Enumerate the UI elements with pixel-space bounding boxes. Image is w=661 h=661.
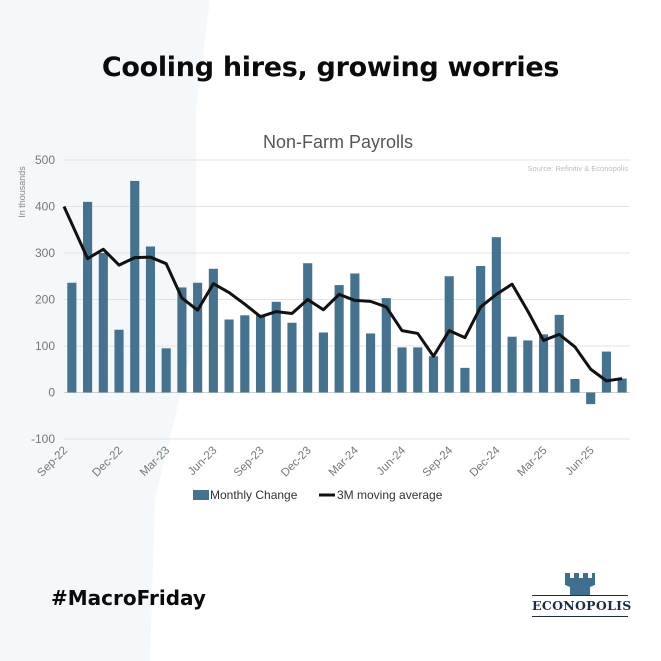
bar-monthly-change <box>476 266 486 393</box>
x-tick-label: Jun-24 <box>375 444 409 478</box>
y-axis-label: In thousands <box>17 166 27 218</box>
hashtag: #MacroFriday <box>51 586 206 610</box>
bar-monthly-change <box>114 329 124 393</box>
bar-monthly-change <box>318 332 328 393</box>
legend: Monthly Change 3M moving average <box>193 488 443 502</box>
chart-title: Non-Farm Payrolls <box>263 132 413 152</box>
y-tick-label: -100 <box>31 432 55 446</box>
y-tick-label: 100 <box>35 339 55 353</box>
bar-monthly-change <box>177 287 187 393</box>
x-tick-label: Dec-22 <box>90 445 125 480</box>
y-tick-label: 500 <box>35 153 55 167</box>
castle-tower-icon <box>565 573 595 597</box>
headline: Cooling hires, growing worries <box>101 52 560 83</box>
x-tick-label: Mar-25 <box>515 445 549 479</box>
y-tick-label: 300 <box>35 246 55 260</box>
bar-monthly-change <box>334 285 344 393</box>
x-tick-label: Jun-23 <box>186 445 219 478</box>
bar-monthly-change <box>507 336 517 393</box>
bar-monthly-change <box>397 347 407 393</box>
x-tick-label: Jun-25 <box>563 445 596 478</box>
bar-monthly-change <box>161 348 171 393</box>
x-tick-label: Sep-22 <box>35 445 70 480</box>
bar-monthly-change <box>428 356 439 393</box>
bar-monthly-change <box>491 237 501 393</box>
bar-monthly-change <box>303 263 313 393</box>
y-tick-label: 400 <box>35 200 55 214</box>
bar-monthly-change <box>67 282 77 393</box>
bar-monthly-change <box>240 315 250 393</box>
bar-monthly-change <box>460 367 470 393</box>
x-tick-label: Dec-23 <box>279 445 314 480</box>
bar-monthly-change <box>554 314 564 393</box>
legend-label-monthly-change: Monthly Change <box>210 488 298 502</box>
bar-monthly-change <box>83 201 93 393</box>
x-tick-label: Sep-23 <box>232 445 267 480</box>
bar-monthly-change <box>287 322 297 393</box>
logo-text: ECONOPOLIS <box>532 595 631 617</box>
bar-monthly-change <box>617 378 627 393</box>
bar-monthly-change <box>193 282 203 393</box>
bar-monthly-change <box>413 347 423 393</box>
legend-label-moving-average: 3M moving average <box>337 488 443 502</box>
bar-monthly-change <box>523 340 533 393</box>
econopolis-logo: ECONOPOLIS <box>532 573 631 625</box>
bar-monthly-change <box>350 273 360 393</box>
x-tick-label: Mar-23 <box>138 445 172 479</box>
bar-monthly-change <box>444 276 454 393</box>
x-tick-label: Dec-24 <box>468 444 503 479</box>
moving-average-line <box>62 205 623 383</box>
x-tick-label: Sep-24 <box>421 444 456 479</box>
y-tick-label: 0 <box>48 386 55 400</box>
bar-monthly-change <box>381 298 391 393</box>
legend-swatch-monthly-change <box>193 490 209 500</box>
y-tick-label: 200 <box>35 293 55 307</box>
bar-monthly-change <box>586 392 596 405</box>
x-tick-label: Mar-24 <box>327 444 362 479</box>
bar-monthly-change <box>145 246 156 393</box>
bar-monthly-change <box>255 314 266 393</box>
bar-monthly-change <box>208 268 218 393</box>
bar-monthly-change <box>271 301 281 393</box>
chart-source: Source: Refinitiv & Econopolis <box>528 164 629 173</box>
bar-monthly-change <box>130 180 140 393</box>
bar-monthly-change <box>570 379 580 393</box>
bar-monthly-change <box>366 333 376 393</box>
bar-monthly-change <box>538 334 549 393</box>
bar-monthly-change <box>98 253 108 393</box>
bar-monthly-change <box>224 319 234 393</box>
bar-monthly-change <box>601 351 611 393</box>
